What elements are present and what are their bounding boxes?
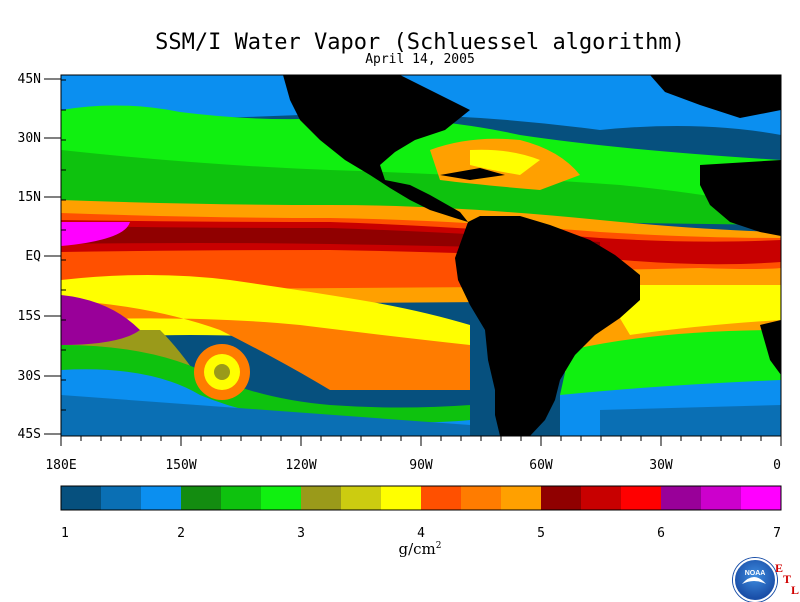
map-date: April 14, 2005 — [365, 52, 475, 67]
color-bar-swatch — [541, 486, 582, 510]
lat-label: 15S — [18, 309, 41, 324]
vapor-field — [61, 75, 781, 436]
color-bar-labels: 1 2 3 4 5 6 7 — [61, 526, 781, 541]
cuba-island — [440, 168, 505, 180]
color-bar-swatch — [221, 486, 262, 510]
color-bar — [60, 485, 782, 511]
south-america-land — [455, 216, 640, 436]
lat-label: 30S — [18, 369, 41, 384]
color-bar-swatch — [61, 486, 102, 510]
color-bar-tick-label: 4 — [417, 526, 425, 541]
noaa-logo: NOAA — [733, 558, 777, 602]
color-bar-swatch — [341, 486, 382, 510]
color-bar-swatch — [261, 486, 302, 510]
color-bar-swatch — [141, 486, 182, 510]
lon-label: 60W — [529, 458, 553, 473]
etl-letter-t: T — [783, 572, 792, 586]
south-africa-land — [760, 320, 781, 375]
color-bar-swatch — [181, 486, 222, 510]
color-bar-tick-label: 2 — [177, 526, 185, 541]
longitude-labels: 180E 150W 120W 90W 60W 30W 0 — [45, 458, 781, 473]
greenland-land — [650, 75, 781, 118]
noaa-bird-icon — [742, 577, 766, 584]
color-bar-swatch — [421, 486, 462, 510]
color-bar-swatch — [501, 486, 542, 510]
africa-land — [700, 160, 781, 236]
lat-label: 30N — [18, 131, 41, 146]
lat-label: 15N — [18, 190, 41, 205]
units-label: g/cm2 — [398, 540, 442, 558]
color-bar-tick-label: 6 — [657, 526, 665, 541]
color-bar-swatch — [381, 486, 422, 510]
color-bar-swatch — [101, 486, 142, 510]
color-bar-tick-label: 1 — [61, 526, 69, 541]
lon-label: 30W — [649, 458, 673, 473]
lon-label: 150W — [165, 458, 196, 473]
color-bar-tick-label: 3 — [297, 526, 305, 541]
etl-letter-e: E — [775, 561, 784, 575]
color-bar-tick-label: 7 — [773, 526, 781, 541]
color-bar-swatch — [621, 486, 662, 510]
lat-label: 45S — [18, 427, 41, 442]
lat-label: 45N — [18, 72, 41, 87]
lon-label: 120W — [285, 458, 316, 473]
color-bar-swatch — [461, 486, 502, 510]
north-america-land — [283, 75, 470, 222]
lon-label: 180E — [45, 458, 76, 473]
etl-letter-l: L — [791, 583, 800, 597]
color-bar-swatch — [581, 486, 622, 510]
color-bar-swatch — [741, 486, 782, 510]
lat-label: EQ — [25, 249, 41, 264]
color-bar-frame — [60, 485, 782, 511]
axis-ticks — [44, 78, 782, 446]
color-bar-swatch — [661, 486, 702, 510]
map-title: SSM/I Water Vapor (Schluessel algorithm) — [155, 30, 685, 55]
color-bar-swatch — [701, 486, 742, 510]
latitude-labels: 45N 30N 15N EQ 15S 30S 45S — [18, 72, 42, 442]
lon-label: 0 — [773, 458, 781, 473]
color-bar-tick-label: 5 — [537, 526, 545, 541]
lon-label: 90W — [409, 458, 433, 473]
color-bar-swatch — [301, 486, 342, 510]
